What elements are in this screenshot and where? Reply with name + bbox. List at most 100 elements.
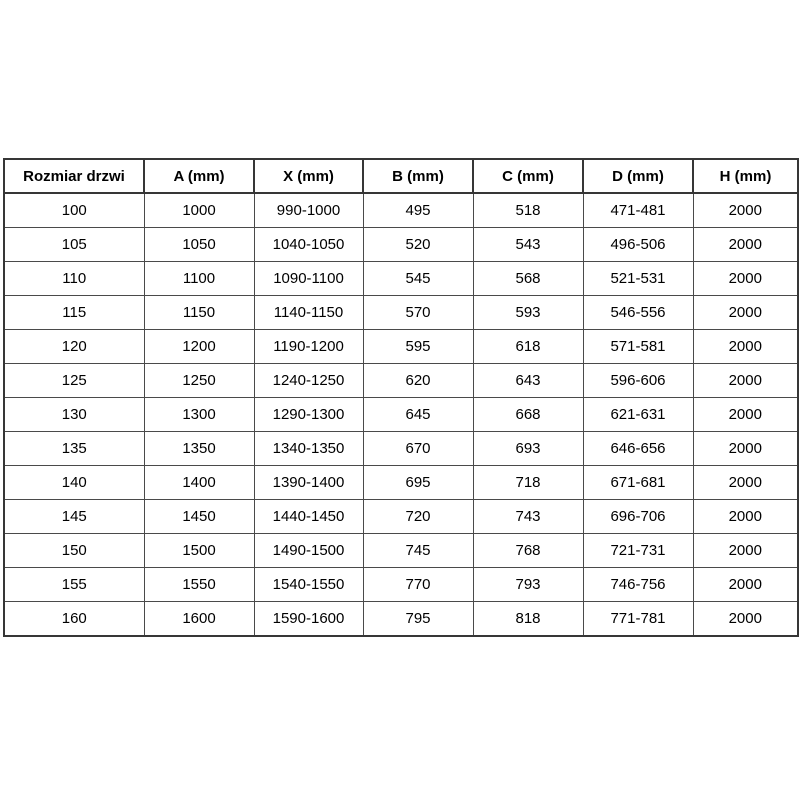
table-row: 110 1100 1090-1100 545 568 521-531 2000 xyxy=(3,261,799,296)
table-cell: 2000 xyxy=(692,192,799,228)
table-cell: 130 xyxy=(3,397,145,432)
table-row: 115 1150 1140-1150 570 593 546-556 2000 xyxy=(3,295,799,330)
table-cell: 521-531 xyxy=(582,261,694,296)
table-cell: 1000 xyxy=(143,192,255,228)
table-cell: 495 xyxy=(362,192,474,228)
table-cell: 2000 xyxy=(692,533,799,568)
table-cell: 668 xyxy=(472,397,584,432)
table-cell: 150 xyxy=(3,533,145,568)
table-cell: 1240-1250 xyxy=(253,363,364,398)
column-header: X (mm) xyxy=(253,158,364,194)
table-row: 160 1600 1590-1600 795 818 771-781 2000 xyxy=(3,601,799,637)
table-cell: 795 xyxy=(362,601,474,637)
column-header: Rozmiar drzwi xyxy=(3,158,145,194)
table-cell: 1350 xyxy=(143,431,255,466)
table-cell: 1150 xyxy=(143,295,255,330)
table-cell: 2000 xyxy=(692,465,799,500)
column-header: A (mm) xyxy=(143,158,255,194)
table-cell: 2000 xyxy=(692,295,799,330)
table-cell: 1340-1350 xyxy=(253,431,364,466)
table-cell: 1550 xyxy=(143,567,255,602)
table-cell: 593 xyxy=(472,295,584,330)
table-cell: 743 xyxy=(472,499,584,534)
table-cell: 618 xyxy=(472,329,584,364)
table-cell: 2000 xyxy=(692,329,799,364)
table-cell: 1290-1300 xyxy=(253,397,364,432)
table-cell: 2000 xyxy=(692,601,799,637)
table-cell: 2000 xyxy=(692,261,799,296)
table-cell: 100 xyxy=(3,192,145,228)
table-cell: 125 xyxy=(3,363,145,398)
table-row: 140 1400 1390-1400 695 718 671-681 2000 xyxy=(3,465,799,500)
table-cell: 546-556 xyxy=(582,295,694,330)
table-cell: 1040-1050 xyxy=(253,227,364,262)
table-cell: 2000 xyxy=(692,397,799,432)
table-cell: 471-481 xyxy=(582,192,694,228)
table-cell: 120 xyxy=(3,329,145,364)
table-cell: 2000 xyxy=(692,499,799,534)
table-cell: 1050 xyxy=(143,227,255,262)
table-cell: 1450 xyxy=(143,499,255,534)
table-row: 155 1550 1540-1550 770 793 746-756 2000 xyxy=(3,567,799,602)
table-cell: 768 xyxy=(472,533,584,568)
table-row: 105 1050 1040-1050 520 543 496-506 2000 xyxy=(3,227,799,262)
table-cell: 571-581 xyxy=(582,329,694,364)
table-cell: 990-1000 xyxy=(253,192,364,228)
table-cell: 596-606 xyxy=(582,363,694,398)
table-cell: 545 xyxy=(362,261,474,296)
table-cell: 155 xyxy=(3,567,145,602)
column-header: D (mm) xyxy=(582,158,694,194)
table-cell: 1200 xyxy=(143,329,255,364)
table-row: 135 1350 1340-1350 670 693 646-656 2000 xyxy=(3,431,799,466)
table-cell: 670 xyxy=(362,431,474,466)
table-row: 125 1250 1240-1250 620 643 596-606 2000 xyxy=(3,363,799,398)
table-cell: 746-756 xyxy=(582,567,694,602)
table-cell: 620 xyxy=(362,363,474,398)
table-cell: 1190-1200 xyxy=(253,329,364,364)
table-cell: 771-781 xyxy=(582,601,694,637)
table-cell: 793 xyxy=(472,567,584,602)
table-cell: 520 xyxy=(362,227,474,262)
table-cell: 518 xyxy=(472,192,584,228)
table-cell: 720 xyxy=(362,499,474,534)
column-header: H (mm) xyxy=(692,158,799,194)
table-cell: 595 xyxy=(362,329,474,364)
table-cell: 643 xyxy=(472,363,584,398)
table-cell: 145 xyxy=(3,499,145,534)
table-cell: 718 xyxy=(472,465,584,500)
door-size-spec-table: Rozmiar drzwi A (mm) X (mm) B (mm) C (mm) D (… xyxy=(3,158,799,637)
table-cell: 160 xyxy=(3,601,145,637)
table-cell: 1090-1100 xyxy=(253,261,364,296)
table-cell: 696-706 xyxy=(582,499,694,534)
table-cell: 1100 xyxy=(143,261,255,296)
table-row: 150 1500 1490-1500 745 768 721-731 2000 xyxy=(3,533,799,568)
table-cell: 110 xyxy=(3,261,145,296)
table-cell: 1300 xyxy=(143,397,255,432)
table-cell: 1490-1500 xyxy=(253,533,364,568)
table-row: 100 1000 990-1000 495 518 471-481 2000 xyxy=(3,192,799,228)
table-cell: 1250 xyxy=(143,363,255,398)
column-header: C (mm) xyxy=(472,158,584,194)
table-row: 145 1450 1440-1450 720 743 696-706 2000 xyxy=(3,499,799,534)
table-cell: 693 xyxy=(472,431,584,466)
table-cell: 140 xyxy=(3,465,145,500)
table-cell: 1540-1550 xyxy=(253,567,364,602)
table-cell: 2000 xyxy=(692,567,799,602)
table-cell: 695 xyxy=(362,465,474,500)
table-cell: 671-681 xyxy=(582,465,694,500)
table-cell: 745 xyxy=(362,533,474,568)
table-cell: 1590-1600 xyxy=(253,601,364,637)
table-cell: 1140-1150 xyxy=(253,295,364,330)
table-cell: 2000 xyxy=(692,363,799,398)
table-row: 120 1200 1190-1200 595 618 571-581 2000 xyxy=(3,329,799,364)
table-cell: 1500 xyxy=(143,533,255,568)
table-cell: 568 xyxy=(472,261,584,296)
table-cell: 2000 xyxy=(692,227,799,262)
table-row: 130 1300 1290-1300 645 668 621-631 2000 xyxy=(3,397,799,432)
table-cell: 818 xyxy=(472,601,584,637)
table-cell: 570 xyxy=(362,295,474,330)
table-cell: 721-731 xyxy=(582,533,694,568)
table-cell: 1440-1450 xyxy=(253,499,364,534)
table-cell: 2000 xyxy=(692,431,799,466)
